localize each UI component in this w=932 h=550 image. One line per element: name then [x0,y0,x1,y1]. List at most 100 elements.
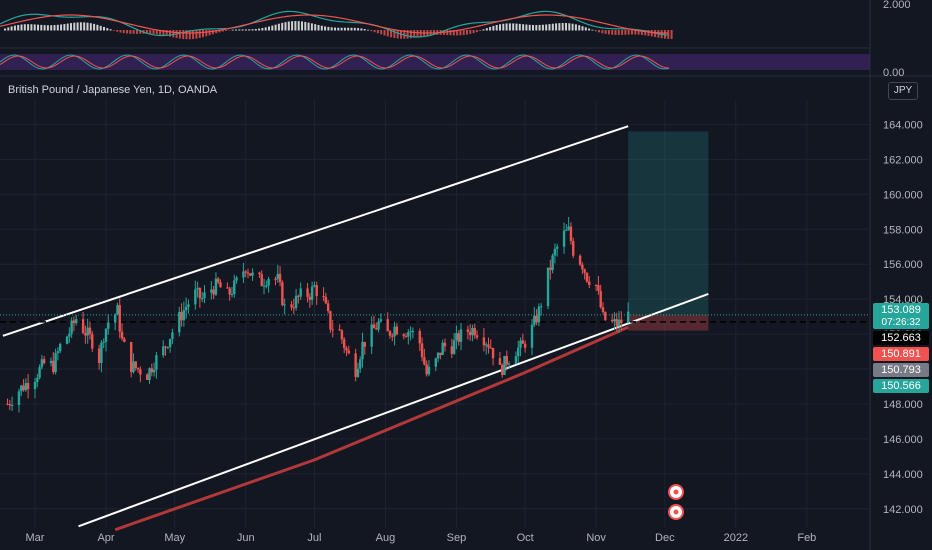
candle-body [226,287,229,289]
candle-body [139,369,142,375]
macd-histogram-bar [103,26,105,31]
candle-body [553,248,557,256]
candle-body [427,366,431,375]
macd-pane [0,10,673,40]
candle-body [38,367,41,378]
candle-body [84,332,87,336]
macd-histogram-bar [515,23,518,31]
candle-body [278,273,282,283]
x-tick-label: Apr [97,532,114,544]
macd-histogram-bar [185,30,188,40]
candle-body [537,306,541,323]
candle-body [386,319,389,332]
macd-histogram-bar [155,30,158,35]
candle-body [533,315,536,325]
candle-body [475,335,479,338]
candle-body [210,289,213,293]
candle-body [443,342,447,347]
candle-body [22,385,25,391]
candle-body [86,327,89,336]
candle-body [150,368,154,373]
macd-histogram-bar [621,30,624,35]
candle-body [233,280,236,295]
macd-histogram-bar [277,23,280,31]
macd-histogram-bar [258,28,261,31]
macd-histogram-bar [310,23,313,31]
candle-body [70,320,73,334]
macd-histogram-bar [376,30,379,34]
x-tick-label: May [164,532,185,544]
macd-histogram-bar [518,23,521,31]
macd-histogram-bar [66,23,69,31]
macd-histogram-bar [545,24,548,31]
macd-histogram-bar [528,24,531,31]
macd-histogram-bar [208,30,211,36]
macd-histogram-bar [109,29,112,31]
macd-histogram-bar [4,28,6,31]
candle-body [379,319,383,322]
candle-body [244,271,247,273]
y-tick-label: 156.000 [883,259,923,271]
candle-body [581,264,584,270]
macd-histogram-bar [353,27,356,31]
macd-histogram-bar [558,23,561,31]
x-tick-label: Feb [797,532,816,544]
candle-body [439,352,442,355]
candle-body [457,333,460,342]
macd-histogram-bar [228,30,231,31]
macd-histogram-bar [56,24,59,31]
stoch-axis-label: 0.00 [883,67,904,79]
macd-histogram-bar [574,24,577,31]
macd-histogram-bar [588,28,591,31]
candle-body [322,296,325,298]
macd-histogram-bar [386,30,389,37]
macd-histogram-bar [40,24,43,31]
macd-histogram-bar [17,24,20,31]
macd-histogram-bar [294,21,297,31]
macd-histogram-bar [50,25,53,31]
candle-body [342,339,346,349]
candle-body [514,356,518,364]
candle-body [88,327,92,335]
candle-body [129,341,133,373]
candle-body [549,267,552,271]
macd-histogram-bar [53,25,56,31]
macd-histogram-bar [571,23,574,31]
last-price-label: 153.089 07:26:32 [873,303,929,329]
candle-body [33,381,37,390]
candle-body [377,321,380,330]
macd-histogram-bar [601,30,604,34]
macd-histogram-bar [112,30,115,31]
bar-countdown: 07:26:32 [881,317,921,328]
candle-body [597,285,600,291]
candle-body [17,391,21,406]
macd-histogram-bar [43,25,46,31]
macd-histogram-bar [136,30,138,34]
y-tick-label: 144.000 [883,469,923,481]
macd-histogram-bar [541,24,544,31]
macd-signal-line [0,14,669,34]
macd-histogram-bar [475,30,478,33]
macd-histogram-bar [7,27,10,31]
macd-histogram-bar [614,30,617,35]
candle-body [306,288,309,297]
macd-histogram-bar [667,30,670,39]
macd-histogram-bar [116,30,119,32]
macd-histogram-bar [479,30,482,32]
candle-body [354,353,357,377]
x-tick-label: Nov [586,532,606,544]
candle-body [246,272,250,274]
macd-histogram-bar [604,30,607,34]
macd-histogram-bar [334,27,336,31]
macd-histogram-bar [337,27,340,31]
macd-histogram-bar [73,22,76,31]
candle-body [434,358,438,367]
candle-body [519,340,522,348]
candle-body [546,267,550,307]
currency-button[interactable]: JPY [888,82,918,100]
macd-histogram-bar [165,30,168,36]
macd-histogram-bar [106,28,109,31]
macd-histogram-bar [462,30,465,36]
candle-body [196,287,199,290]
